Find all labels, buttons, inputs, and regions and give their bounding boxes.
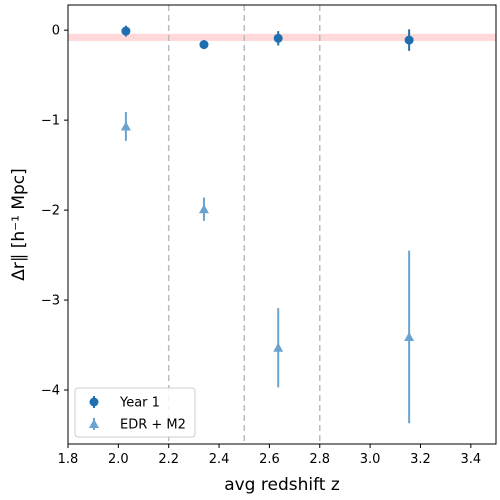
x-tick-label-5: 2.8 (309, 452, 330, 467)
x-tick-label-8: 3.4 (460, 452, 481, 467)
legend-marker-1 (89, 419, 99, 428)
data-point-series0-0 (121, 26, 131, 36)
data-point-series0-3 (404, 35, 414, 45)
x-tick-label-3: 2.4 (209, 452, 230, 467)
y-tick-label-2: −2 (41, 204, 60, 219)
legend-box (74, 387, 196, 438)
legend-marker-0 (89, 397, 99, 407)
legend-label-1: EDR + M2 (120, 418, 186, 433)
y-tick-label-1: −1 (41, 114, 60, 129)
data-point-series1-3 (404, 331, 415, 341)
x-tick-label-1: 2.0 (108, 452, 129, 467)
x-tick-label-4: 2.6 (259, 452, 280, 467)
y-tick-label-3: −3 (41, 294, 60, 309)
x-axis-label: avg redshift z (224, 475, 340, 495)
data-point-series0-2 (273, 33, 283, 43)
data-point-series1-2 (273, 342, 284, 352)
x-tick-label-7: 3.2 (410, 452, 431, 467)
data-point-series1-0 (120, 121, 131, 131)
x-tick-label-2: 2.2 (158, 452, 179, 467)
legend: Year 1 EDR + M2 (74, 387, 196, 438)
y-tick-label-0: 0 (52, 24, 60, 39)
legend-label-0: Year 1 (119, 396, 160, 411)
x-tick-label-6: 3.0 (360, 452, 381, 467)
data-point-series1-1 (198, 204, 209, 214)
axes: 1.8 2.0 2.2 2.4 2.6 2.8 3.0 3.2 3.4 0 −1 −2 −3 −4 (41, 4, 497, 467)
data-point-series0-1 (199, 40, 209, 50)
y-axis-label: Δr∥ [h⁻¹ Mpc] (9, 168, 29, 281)
y-tick-label-4: −4 (41, 384, 60, 399)
plot-frame (67, 4, 497, 445)
plot-area (68, 5, 496, 444)
x-tick-label-0: 1.8 (58, 452, 79, 467)
